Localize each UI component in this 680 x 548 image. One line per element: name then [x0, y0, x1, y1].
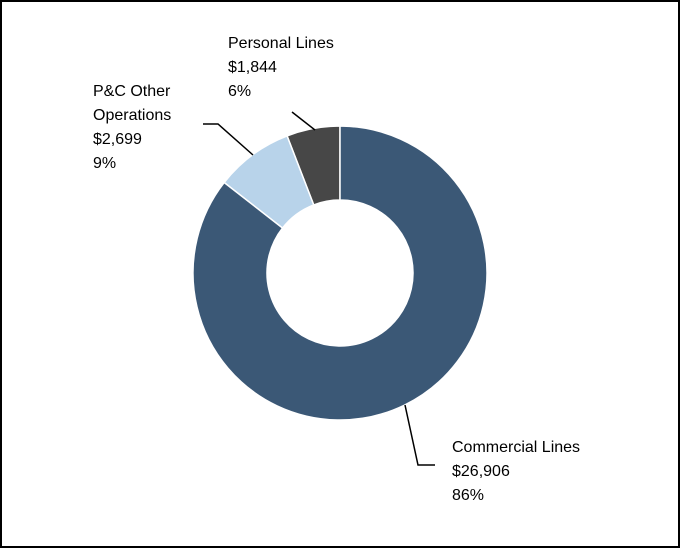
- share-label: 6%: [228, 83, 252, 100]
- value-label: $2,699: [93, 131, 142, 148]
- category-label: Commercial Lines: [452, 439, 581, 456]
- slice-label: P&C Other Operations $2,699 9%: [93, 80, 193, 176]
- value-label: $1,844: [228, 59, 277, 76]
- share-label: 9%: [93, 155, 117, 172]
- slice: [223, 134, 315, 230]
- value-label: $26,906: [452, 463, 510, 480]
- slice-label: Commercial Lines $26,906 86%: [452, 436, 652, 508]
- leader-line: [203, 123, 254, 156]
- category-label: P&C Other Operations: [93, 83, 172, 124]
- leader-line: [291, 111, 316, 131]
- slice-label: Personal Lines $1,844 6%: [228, 32, 428, 104]
- leader-line: [404, 404, 435, 466]
- category-label: Personal Lines: [228, 35, 334, 52]
- share-label: 86%: [452, 487, 485, 504]
- slice: [192, 125, 488, 421]
